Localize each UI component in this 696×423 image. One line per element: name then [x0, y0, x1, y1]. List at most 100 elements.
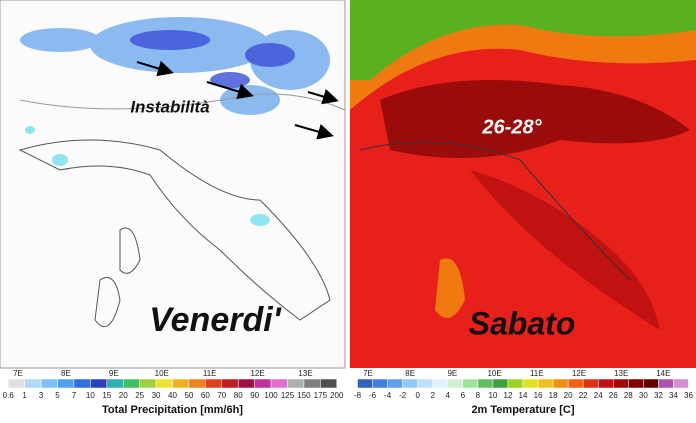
scale-label: 80: [234, 391, 243, 400]
scale-label: 150: [297, 391, 311, 400]
scale-swatch: [106, 378, 124, 389]
scale-label: 20: [119, 391, 128, 400]
scale-swatch: [628, 378, 644, 389]
scale-swatch: [658, 378, 674, 389]
scale-label: 7: [72, 391, 77, 400]
right-legend: 7E 8E 9E 10E 11E 12E 13E 14E-8 -6 -4 -2 0 2 4 6 8 10 12 14…: [354, 369, 694, 416]
scale-swatch: [172, 378, 190, 389]
scale-title: 2m Temperature [C]: [471, 404, 574, 416]
scale-swatch: [205, 378, 223, 389]
scale-label: 0.6: [3, 391, 15, 400]
scale-swatch: [582, 378, 599, 389]
scale-label: 34: [669, 391, 678, 400]
scale-label: 24: [594, 391, 603, 400]
left-map: Instabilità Venerdi': [0, 0, 346, 369]
scale-label: 40: [168, 391, 177, 400]
annotation: 26-28°: [481, 116, 542, 138]
scale-label: 10: [488, 391, 497, 400]
scale-swatch: [357, 378, 373, 389]
longitude-label: 7E: [363, 369, 373, 378]
longitude-label: 9E: [447, 369, 457, 378]
scale-label: 16: [534, 391, 543, 400]
scale-swatch: [40, 378, 58, 389]
scale-swatch: [522, 378, 539, 389]
longitude-label: 10E: [155, 369, 169, 378]
day-label: Sabato: [469, 305, 576, 341]
scale-swatch: [372, 378, 388, 389]
longitude-label: 9E: [109, 369, 119, 378]
scale-swatch: [552, 378, 569, 389]
scale-label: 28: [624, 391, 633, 400]
scale-label: 4: [446, 391, 451, 400]
scale-label: 12: [504, 391, 513, 400]
scale-swatch: [287, 378, 305, 389]
scale-label: 60: [201, 391, 210, 400]
scale-swatch: [597, 378, 614, 389]
scale-swatch: [537, 378, 554, 389]
scale-label: 100: [264, 391, 278, 400]
scale-swatch: [613, 378, 629, 389]
scale-swatch: [477, 378, 494, 389]
scale-label: 90: [250, 391, 259, 400]
scale-swatch: [462, 378, 479, 389]
scale-label: 5: [55, 391, 60, 400]
scale-swatch: [73, 378, 91, 389]
longitude-label: 12E: [250, 369, 264, 378]
scale-label: 0: [415, 391, 420, 400]
scale-label: 70: [217, 391, 226, 400]
scale-label: 3: [39, 391, 44, 400]
scale-swatch: [492, 378, 509, 389]
scale-swatch: [122, 378, 140, 389]
day-label: Venerdi': [149, 301, 282, 339]
scale-swatch: [7, 378, 25, 389]
scale-title: Total Precipitation [mm/6h]: [102, 404, 243, 416]
scale-swatch: [507, 378, 524, 389]
scale-swatch: [643, 378, 659, 389]
scale-label: 30: [152, 391, 161, 400]
scale-swatch: [320, 378, 338, 389]
scale-swatch: [188, 378, 206, 389]
longitude-label: 8E: [61, 369, 71, 378]
scale-label: 32: [654, 391, 663, 400]
longitude-label: 14E: [656, 369, 670, 378]
scale-label: 8: [476, 391, 481, 400]
scale-label: 22: [579, 391, 588, 400]
left-legend: 7E 8E 9E 10E 11E 12E 13E 0.6 1 3 5 7 10 15 20 25 30 40 50 6…: [3, 369, 344, 416]
scale-swatch: [24, 378, 42, 389]
scale-swatch: [155, 378, 173, 389]
annotation: Instabilità: [130, 97, 209, 116]
scale-label: 20: [564, 391, 573, 400]
longitude-label: 11E: [203, 369, 217, 378]
longitude-label: 13E: [298, 369, 312, 378]
longitude-label: 11E: [530, 369, 544, 378]
scale-swatch: [387, 378, 403, 389]
right-map: 26-28° Sabato: [350, 0, 696, 368]
longitude-label: 8E: [405, 369, 415, 378]
scale-swatch: [139, 378, 157, 389]
scale-swatch: [237, 378, 255, 389]
scale-label: 14: [519, 391, 528, 400]
scale-swatch: [221, 378, 239, 389]
scale-swatch: [447, 378, 464, 389]
scale-swatch: [402, 378, 418, 389]
scale-label: 36: [684, 391, 693, 400]
scale-label: -2: [399, 391, 407, 400]
scale-label: -8: [354, 391, 362, 400]
scale-label: 25: [135, 391, 144, 400]
scale-label: 175: [314, 391, 328, 400]
scale-swatch: [90, 378, 108, 389]
scale-label: 200: [330, 391, 344, 400]
scale-swatch: [303, 378, 321, 389]
scale-label: 6: [461, 391, 466, 400]
scale-swatch: [567, 378, 584, 389]
longitude-label: 12E: [572, 369, 586, 378]
scale-label: 1: [22, 391, 27, 400]
longitude-label: 10E: [487, 369, 501, 378]
scale-label: 15: [102, 391, 111, 400]
scale-swatch: [270, 378, 288, 389]
scale-label: 18: [549, 391, 558, 400]
scale-label: 125: [281, 391, 295, 400]
scale-swatch: [57, 378, 75, 389]
scale-label: 10: [86, 391, 95, 400]
longitude-label: 7E: [13, 369, 23, 378]
